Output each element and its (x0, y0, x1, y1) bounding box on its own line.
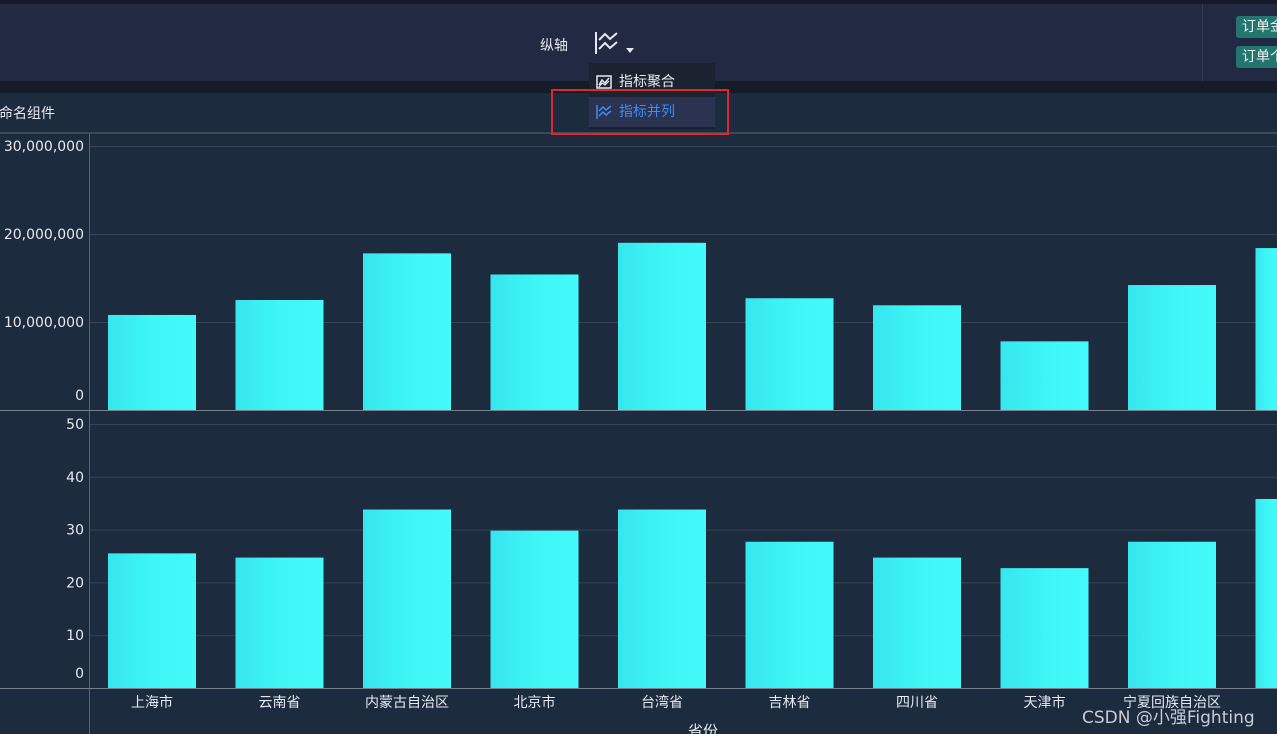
bar[interactable] (618, 242, 706, 410)
bar-chart: 0 10,000,000 20,000,000 30,000,000 0 10 20 30 40… (0, 132, 1277, 734)
aggregate-icon (596, 75, 612, 89)
y-tick-label: 0 (75, 388, 84, 404)
bar[interactable] (490, 274, 579, 410)
bar[interactable] (873, 557, 961, 688)
x-tick-label: 北京市 (514, 694, 556, 711)
y-tick-label: 20 (66, 575, 84, 591)
menu-item-aggregate[interactable]: 指标聚合 (589, 67, 715, 97)
x-tick-label: 吉林省 (769, 695, 811, 711)
menu-item-label: 指标并列 (619, 104, 675, 120)
x-tick-label: 云南省 (259, 695, 301, 711)
bar[interactable] (108, 314, 196, 410)
chevron-down-icon[interactable] (626, 48, 634, 53)
menu-item-parallel[interactable]: 指标并列 (589, 97, 715, 127)
bar[interactable] (108, 553, 196, 688)
parallel-icon (596, 105, 612, 119)
component-title: 命名组件 (0, 106, 55, 122)
x-tick-label: 台湾省 (641, 694, 683, 711)
bar[interactable] (873, 305, 961, 410)
x-tick-label: 宁夏回族自治区 (1123, 694, 1221, 711)
menu-item-label: 指标聚合 (619, 74, 675, 90)
y-tick-label: 10,000,000 (4, 315, 84, 331)
watermark: CSDN @小强Fighting (1082, 708, 1255, 728)
x-tick-label: 内蒙古自治区 (365, 695, 449, 711)
y-tick-label: 30 (66, 523, 84, 539)
bar[interactable] (1128, 285, 1216, 410)
bar[interactable] (235, 557, 324, 688)
y-tick-label: 30,000,000 (4, 139, 84, 155)
bar[interactable] (363, 253, 451, 410)
bar[interactable] (1255, 498, 1277, 688)
bar[interactable] (235, 300, 324, 410)
bar[interactable] (745, 541, 834, 688)
y-tick-label: 50 (66, 417, 84, 433)
window-top-strip (0, 0, 1277, 4)
x-axis-title: 省份 (688, 722, 718, 734)
measure-tag-count[interactable]: 订单个数 (1236, 46, 1277, 68)
x-tick-label: 天津市 (1024, 694, 1066, 711)
measure-tag-amount[interactable]: 订单金额 (1236, 16, 1277, 38)
bar[interactable] (1255, 248, 1277, 410)
bar[interactable] (1000, 568, 1089, 688)
bar[interactable] (363, 509, 451, 688)
bar[interactable] (1000, 341, 1089, 410)
parallel-series-icon[interactable] (594, 30, 622, 56)
y-tick-label: 20,000,000 (4, 227, 84, 243)
bar[interactable] (618, 509, 706, 688)
toolbar-separator (1202, 4, 1203, 81)
y-tick-label: 10 (66, 628, 84, 644)
y-tick-label: 40 (66, 470, 84, 486)
x-tick-label: 上海市 (131, 694, 173, 711)
axis-mode-menu: 指标聚合 指标并列 (589, 63, 715, 129)
bar[interactable] (1128, 541, 1216, 688)
bar[interactable] (490, 530, 579, 688)
y-axis-label: 纵轴 (540, 38, 568, 54)
y-tick-label: 0 (75, 666, 84, 682)
bar[interactable] (745, 298, 834, 410)
x-tick-label: 四川省 (896, 695, 938, 711)
